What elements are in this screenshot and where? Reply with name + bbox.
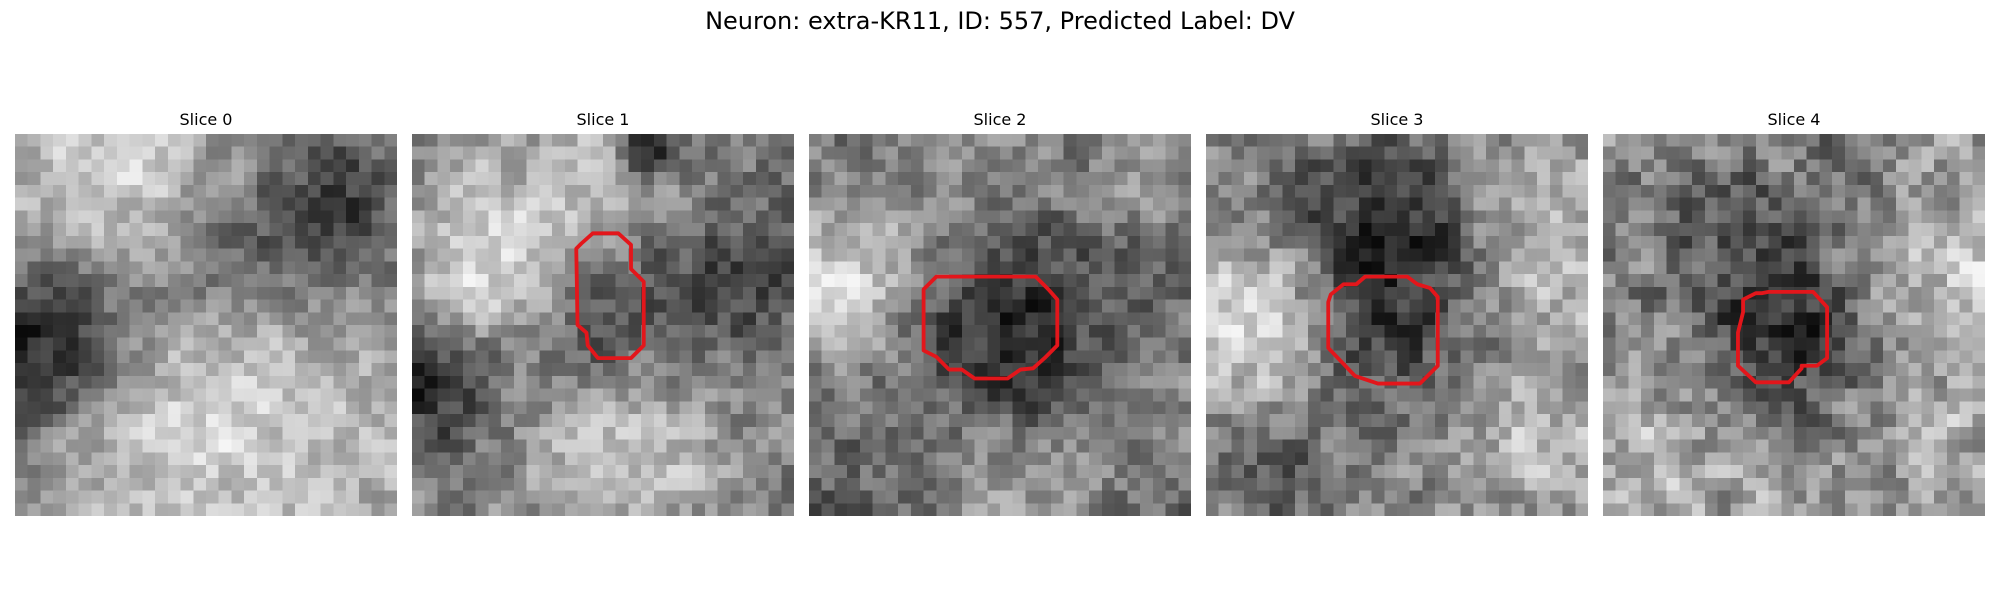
slice-title: Slice 3 bbox=[1370, 110, 1424, 129]
slice-image bbox=[1206, 134, 1588, 516]
slice-image bbox=[412, 134, 794, 516]
slice-pixels bbox=[809, 134, 1191, 516]
slice-image bbox=[15, 134, 397, 516]
figure-title: Neuron: extra-KR11, ID: 557, Predicted L… bbox=[705, 7, 1295, 35]
slice-panel-0: Slice 0 bbox=[15, 108, 397, 516]
neuron-contour bbox=[1736, 289, 1830, 385]
neuron-contour bbox=[1326, 274, 1440, 386]
slice-pixels bbox=[15, 134, 397, 516]
slice-title: Slice 4 bbox=[1767, 110, 1821, 129]
slice-panel-4: Slice 4 bbox=[1603, 108, 1985, 516]
slice-title: Slice 0 bbox=[179, 110, 233, 129]
slice-image bbox=[809, 134, 1191, 516]
slice-pixels bbox=[1206, 134, 1588, 516]
slice-image bbox=[1603, 134, 1985, 516]
slice-title: Slice 2 bbox=[973, 110, 1027, 129]
slice-panel-1: Slice 1 bbox=[412, 108, 794, 516]
neuron-contour bbox=[574, 231, 646, 361]
neuron-contour bbox=[921, 274, 1060, 381]
slice-pixels bbox=[1603, 134, 1985, 516]
slice-title: Slice 1 bbox=[576, 110, 630, 129]
slice-panel-2: Slice 2 bbox=[809, 108, 1191, 516]
slice-panel-3: Slice 3 bbox=[1206, 108, 1588, 516]
slice-pixels bbox=[412, 134, 794, 516]
